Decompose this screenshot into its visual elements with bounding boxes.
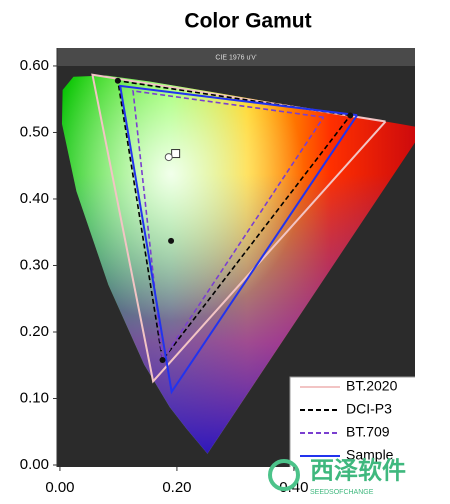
marker [168,237,175,244]
marker [347,112,354,119]
y-tick-label: 0.50 [20,123,49,140]
watermark-subtext: SEEDSOFCHANGE [310,489,374,496]
legend: BT.2020 DCI-P3 BT.709 Sample [289,376,415,467]
marker [114,77,121,84]
marker [164,153,173,162]
x-tick-label: 0.20 [162,479,191,496]
gamut-line [116,79,351,362]
gamut-line [132,89,325,363]
y-tick-label: 0.00 [20,456,49,473]
y-tick-label: 0.10 [20,389,49,406]
gamut-line [118,84,358,395]
chart-subtitle: CIE 1976 u'v' [215,54,256,61]
y-tick-label: 0.30 [20,256,49,273]
legend-label: Sample [346,447,394,463]
chart-title: Color Gamut [184,10,311,33]
y-tick-label: 0.40 [20,190,49,207]
watermark: 西泽软件 SEEDSOFCHANGE [268,456,406,496]
legend-label: BT.2020 [346,378,398,394]
header-bar [57,48,415,66]
watermark-text: 西泽软件 [310,456,406,484]
x-tick-label: 0.00 [45,479,74,496]
legend-box [289,376,415,467]
legend-label: DCI-P3 [346,401,392,417]
marker [171,149,181,159]
watermark-icon [268,459,300,491]
y-tick-label: 0.60 [20,57,49,74]
marker [159,356,166,363]
y-tick-label: 0.20 [20,323,49,340]
legend-label: BT.709 [346,424,390,440]
